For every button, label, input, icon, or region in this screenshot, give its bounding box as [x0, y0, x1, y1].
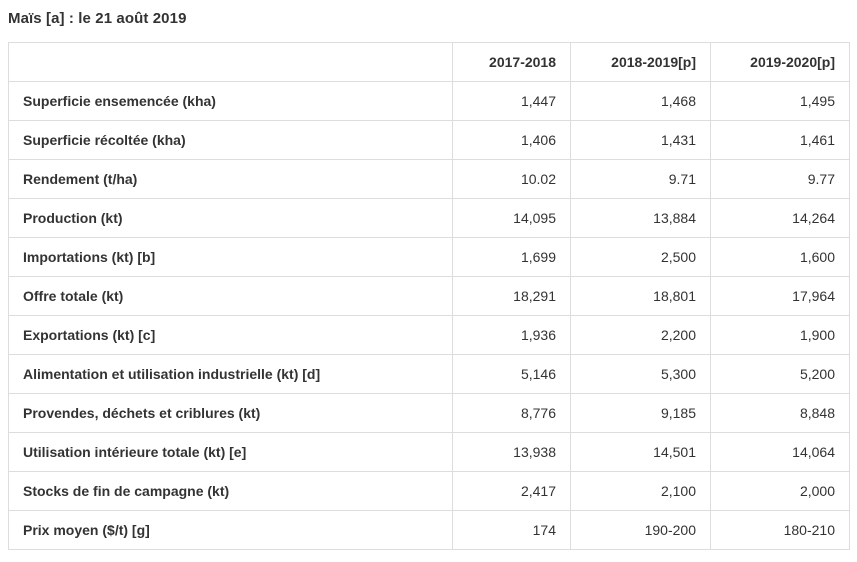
header-year-2018-2019: 2018-2019[p] — [570, 42, 711, 82]
row-value: 1,431 — [570, 120, 711, 160]
row-value: 14,095 — [452, 198, 571, 238]
row-value: 13,938 — [452, 432, 571, 472]
row-value: 14,501 — [570, 432, 711, 472]
row-value: 1,447 — [452, 81, 571, 121]
row-value: 1,495 — [710, 81, 850, 121]
row-value: 5,300 — [570, 354, 711, 394]
row-label: Offre totale (kt) — [8, 276, 453, 316]
row-label: Alimentation et utilisation industrielle… — [8, 354, 453, 394]
table-row: Prix moyen ($/t) [g] 174 190-200 180-210 — [8, 510, 850, 550]
row-label: Superficie récoltée (kha) — [8, 120, 453, 160]
row-value: 2,100 — [570, 471, 711, 511]
stats-table: 2017-2018 2018-2019[p] 2019-2020[p] Supe… — [8, 42, 850, 550]
table-row: Production (kt) 14,095 13,884 14,264 — [8, 198, 850, 238]
row-value: 2,417 — [452, 471, 571, 511]
row-label: Importations (kt) [b] — [8, 237, 453, 277]
row-value: 14,264 — [710, 198, 850, 238]
row-value: 5,200 — [710, 354, 850, 394]
page-title: Maïs [a] : le 21 août 2019 — [8, 10, 187, 27]
table-row: Provendes, déchets et criblures (kt) 8,77… — [8, 393, 850, 433]
table-row: Importations (kt) [b] 1,699 2,500 1,600 — [8, 237, 850, 277]
row-value: 1,468 — [570, 81, 711, 121]
row-value: 1,936 — [452, 315, 571, 355]
row-value: 9,185 — [570, 393, 711, 433]
table-row: Superficie récoltée (kha) 1,406 1,431 1,461 — [8, 120, 850, 160]
row-value: 9.71 — [570, 159, 711, 199]
row-value: 14,064 — [710, 432, 850, 472]
row-value: 1,900 — [710, 315, 850, 355]
row-value: 18,801 — [570, 276, 711, 316]
table-row: Alimentation et utilisation industrielle… — [8, 354, 850, 394]
row-value: 1,406 — [452, 120, 571, 160]
row-label: Utilisation intérieure totale (kt) [e] — [8, 432, 453, 472]
row-value: 17,964 — [710, 276, 850, 316]
row-label: Provendes, déchets et criblures (kt) — [8, 393, 453, 433]
table-row: Exportations (kt) [c] 1,936 2,200 1,900 — [8, 315, 850, 355]
row-value: 18,291 — [452, 276, 571, 316]
header-spacer — [8, 42, 453, 82]
row-label: Production (kt) — [8, 198, 453, 238]
row-value: 2,500 — [570, 237, 711, 277]
row-label: Prix moyen ($/t) [g] — [8, 510, 453, 550]
row-label: Superficie ensemencée (kha) — [8, 81, 453, 121]
row-value: 8,848 — [710, 393, 850, 433]
table-row: Superficie ensemencée (kha) 1,447 1,468 1,4… — [8, 81, 850, 121]
header-year-2017-2018: 2017-2018 — [452, 42, 571, 82]
row-label: Exportations (kt) [c] — [8, 315, 453, 355]
row-value: 10.02 — [452, 159, 571, 199]
row-value: 174 — [452, 510, 571, 550]
row-value: 2,000 — [710, 471, 850, 511]
row-value: 9.77 — [710, 159, 850, 199]
table-row: Offre totale (kt) 18,291 18,801 17,964 — [8, 276, 850, 316]
row-value: 8,776 — [452, 393, 571, 433]
row-value: 1,600 — [710, 237, 850, 277]
table-header-row: 2017-2018 2018-2019[p] 2019-2020[p] — [8, 42, 850, 82]
table-body: Superficie ensemencée (kha) 1,447 1,468 1,4… — [8, 81, 850, 550]
row-value: 1,461 — [710, 120, 850, 160]
row-value: 190-200 — [570, 510, 711, 550]
table-row: Rendement (t/ha) 10.02 9.71 9.77 — [8, 159, 850, 199]
row-label: Rendement (t/ha) — [8, 159, 453, 199]
header-year-2019-2020: 2019-2020[p] — [710, 42, 850, 82]
row-value: 180-210 — [710, 510, 850, 550]
table-row: Utilisation intérieure totale (kt) [e] 13… — [8, 432, 850, 472]
row-value: 2,200 — [570, 315, 711, 355]
table-row: Stocks de fin de campagne (kt) 2,417 2,100… — [8, 471, 850, 511]
row-label: Stocks de fin de campagne (kt) — [8, 471, 453, 511]
row-value: 1,699 — [452, 237, 571, 277]
row-value: 13,884 — [570, 198, 711, 238]
row-value: 5,146 — [452, 354, 571, 394]
